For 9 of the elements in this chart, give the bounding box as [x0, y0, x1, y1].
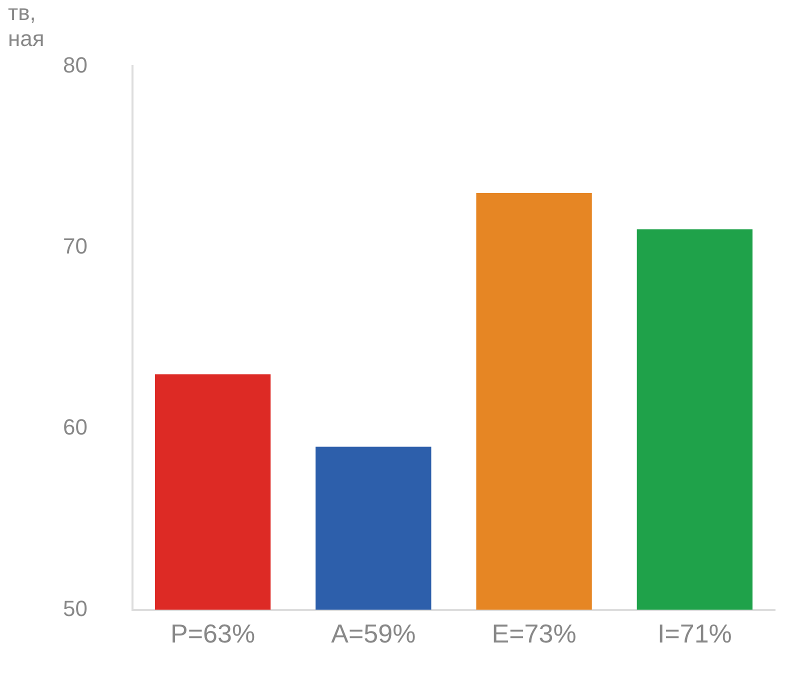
x-tick-label: A=59%	[331, 618, 416, 649]
x-tick-label: I=71%	[657, 618, 732, 649]
y-tick-label: 70	[62, 233, 88, 258]
y-axis-title: тв, ная	[8, 0, 46, 52]
y-tick-label: 60	[62, 414, 88, 440]
x-tick-label: E=73%	[492, 618, 576, 649]
y-tick-label: 80	[62, 52, 88, 78]
x-tick-label: P=63%	[170, 618, 256, 649]
y-tick-label: 50	[62, 596, 88, 621]
